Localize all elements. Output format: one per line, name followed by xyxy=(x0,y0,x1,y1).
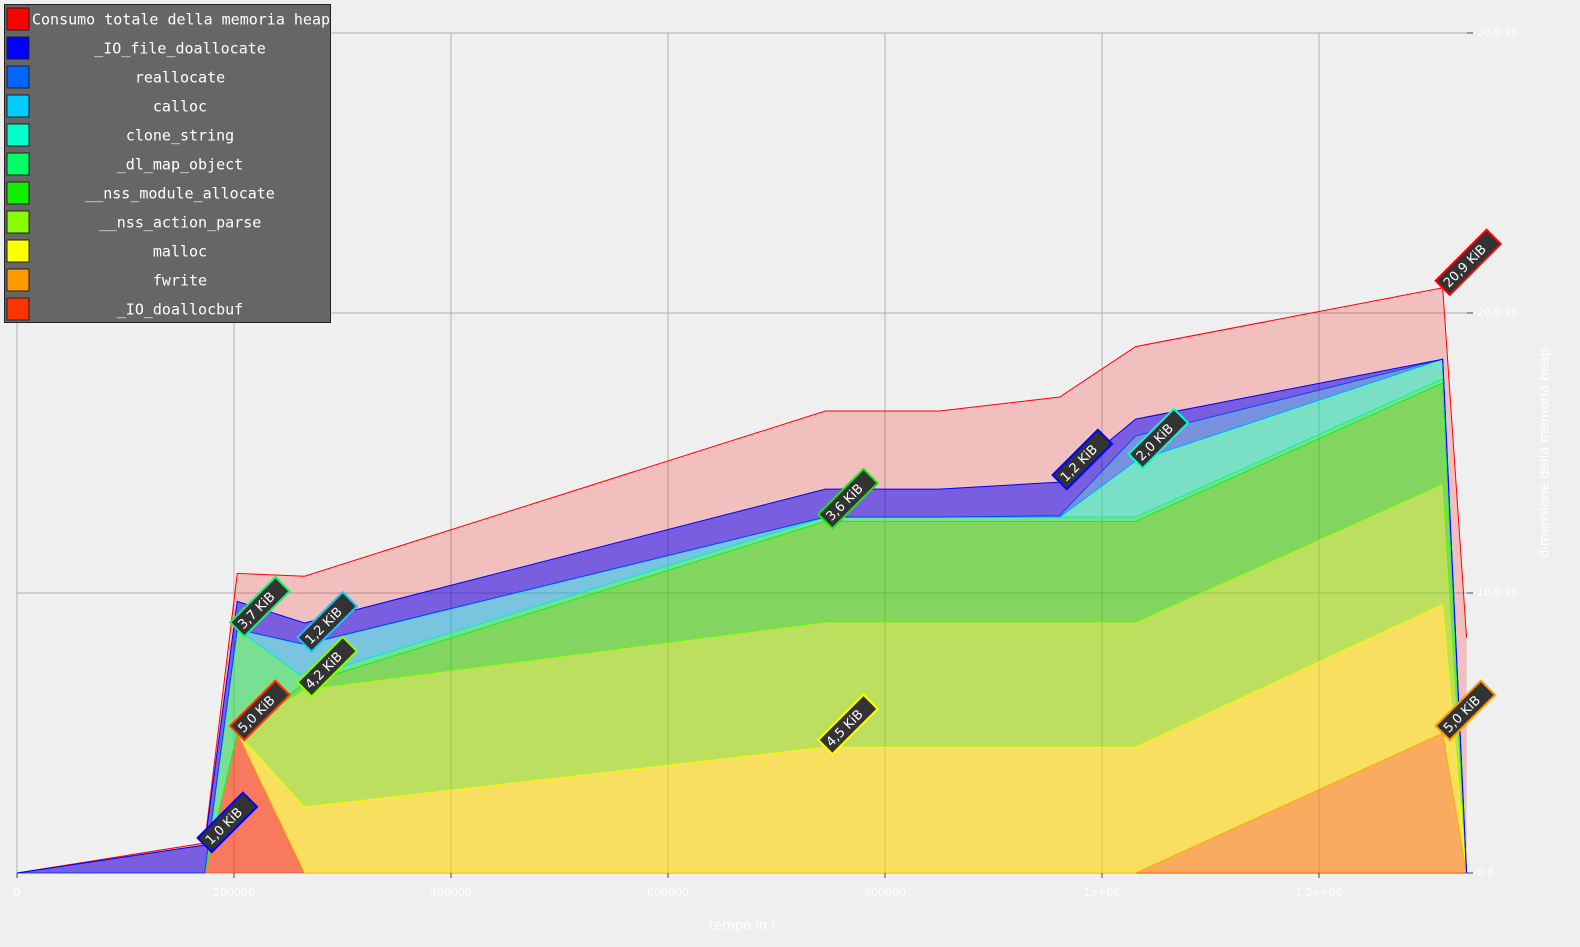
legend-label: calloc xyxy=(153,98,207,116)
legend-swatch xyxy=(6,152,30,176)
value-label-box xyxy=(816,467,880,530)
legend-swatch xyxy=(6,7,30,31)
total-line xyxy=(16,287,1468,874)
series-area xyxy=(17,383,1467,873)
value-label-box xyxy=(1434,679,1497,742)
legend-label: _IO_doallocbuf xyxy=(117,301,243,319)
x-tick-label: 1e+06 xyxy=(1084,886,1121,899)
legend-label: fwrite xyxy=(153,272,207,290)
axes: tempo in i dimensione della memoria heap… xyxy=(14,26,1553,934)
legend-box xyxy=(4,4,331,323)
value-label-box xyxy=(1051,428,1114,491)
legend-label: Consumo totale della memoria heap xyxy=(32,11,330,29)
legend-swatch xyxy=(6,123,30,147)
x-tick-label: 800000 xyxy=(864,886,906,899)
legend-label: __nss_action_parse xyxy=(99,214,262,232)
legend-label: reallocate xyxy=(135,69,225,87)
legend: Consumo totale della memoria heap _IO_fil… xyxy=(4,4,331,323)
series-area xyxy=(17,359,1467,873)
legend-swatch xyxy=(6,181,30,205)
value-label-box xyxy=(1434,228,1503,297)
legend-swatch xyxy=(6,239,30,263)
legend-swatch xyxy=(6,210,30,234)
value-label-box xyxy=(296,635,359,698)
legend-swatch xyxy=(6,65,30,89)
legend-label: __nss_module_allocate xyxy=(85,185,275,203)
value-label-box xyxy=(816,693,880,756)
x-tick-label: 1.2e+06 xyxy=(1295,886,1342,899)
y-axis-label: dimensione della memoria heap xyxy=(1538,348,1553,558)
areas xyxy=(16,287,1468,874)
value-label-box xyxy=(1127,407,1190,470)
y-tick-label: 10,0 kB xyxy=(1477,586,1519,599)
series-area xyxy=(17,483,1467,873)
legend-label: clone_string xyxy=(126,127,234,145)
legend-label: _dl_map_object xyxy=(117,156,243,174)
legend-label: _IO_file_doallocate xyxy=(94,40,266,58)
value-label-box xyxy=(196,791,259,854)
series-area xyxy=(17,604,1467,873)
x-axis-label: tempo in i xyxy=(709,919,775,934)
legend-swatch xyxy=(6,94,30,118)
x-tick-label: 600000 xyxy=(647,886,689,899)
value-label-box xyxy=(228,679,291,742)
series-line xyxy=(16,358,1468,874)
value-label-box xyxy=(296,590,359,654)
x-tick-label: 200000 xyxy=(213,886,255,899)
y-tick-label: 30,0 kB xyxy=(1477,26,1519,39)
x-tick-label: 400000 xyxy=(430,886,472,899)
legend-swatch xyxy=(6,297,30,321)
legend-swatch xyxy=(6,36,30,60)
value-label-text: 20,9 KiB xyxy=(1441,242,1490,291)
series-area xyxy=(17,733,1467,873)
legend-label: malloc xyxy=(153,243,207,261)
value-label-box xyxy=(228,575,291,638)
x-tick-label: 0 xyxy=(14,886,21,899)
y-tick-label: 20,0 kB xyxy=(1477,306,1519,319)
legend-swatch xyxy=(6,268,30,292)
y-tick-label: 0 B xyxy=(1477,866,1495,879)
value-label: 20,9 KiB xyxy=(1434,228,1503,297)
